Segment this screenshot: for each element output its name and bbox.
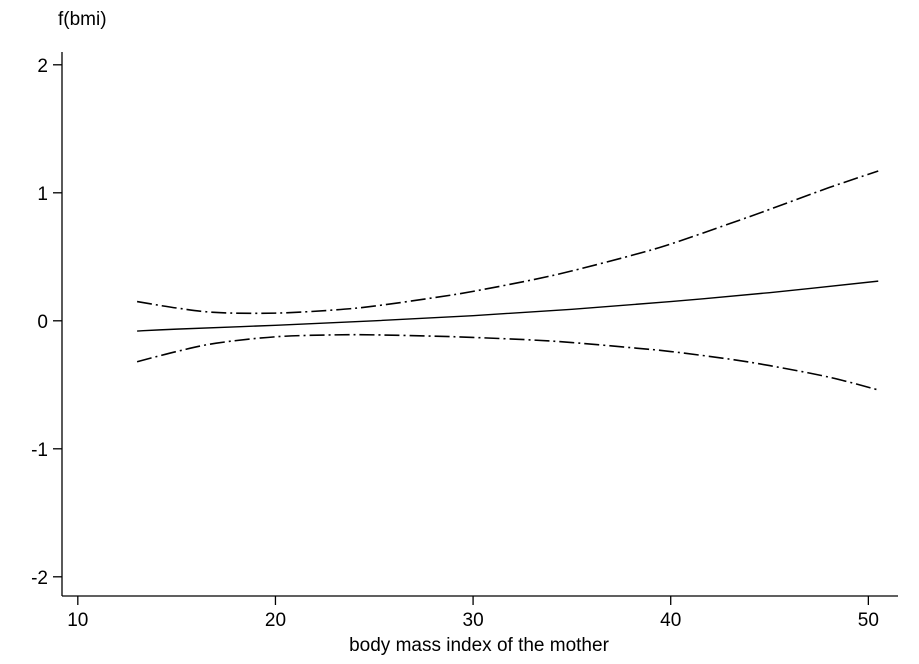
y-tick-label: -2 (31, 568, 48, 589)
x-tick-label: 30 (463, 610, 484, 631)
x-axis-label: body mass index of the mother (349, 635, 609, 656)
x-tick-label: 50 (858, 610, 879, 631)
lower-band-line (136, 333, 879, 391)
y-tick-label: 0 (37, 312, 48, 333)
y-tick-label: 1 (37, 184, 48, 205)
y-axis-label: f(bmi) (58, 9, 107, 30)
y-tick-label: 2 (37, 56, 48, 77)
upper-band-line (136, 170, 879, 315)
y-tick-label: -1 (31, 440, 48, 461)
axes-layer: -2 -1 0 1 2 10 20 30 40 50 (31, 52, 898, 631)
x-tick-label: 10 (67, 610, 88, 631)
estimate-line (137, 280, 879, 332)
series-layer (136, 170, 879, 391)
x-tick-label: 40 (660, 610, 681, 631)
x-tick-label: 20 (265, 610, 286, 631)
